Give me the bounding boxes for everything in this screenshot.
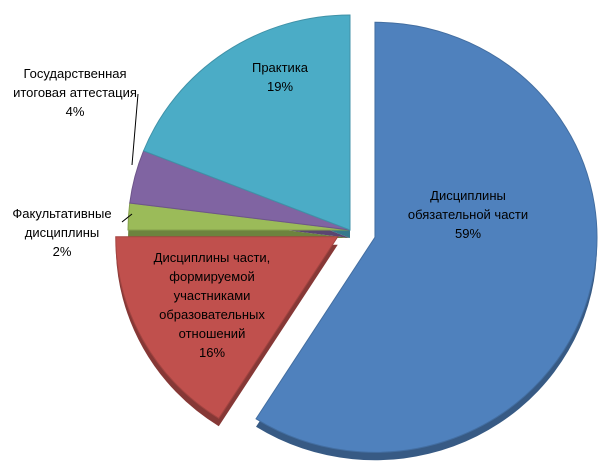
slice-label: Дисциплины части, формируемой участниками о… (154, 250, 271, 341)
leader-line (131, 93, 139, 166)
slice-value-label: 19% (267, 79, 293, 94)
slice-label: Практика (252, 60, 309, 75)
slice (255, 21, 598, 453)
slice (142, 14, 351, 231)
slice-label: Государственная итоговая аттестация (13, 66, 137, 100)
slice (115, 236, 339, 419)
slice-value-label: 4% (66, 104, 85, 119)
slice-value-label: 59% (455, 226, 481, 241)
slice-value-label: 16% (199, 345, 225, 360)
slice-value-label: 2% (53, 244, 72, 259)
slice-label: Факультативные дисциплины (12, 206, 111, 240)
leader-line (121, 213, 133, 223)
slice-label: Дисциплины обязательной части (408, 188, 528, 222)
